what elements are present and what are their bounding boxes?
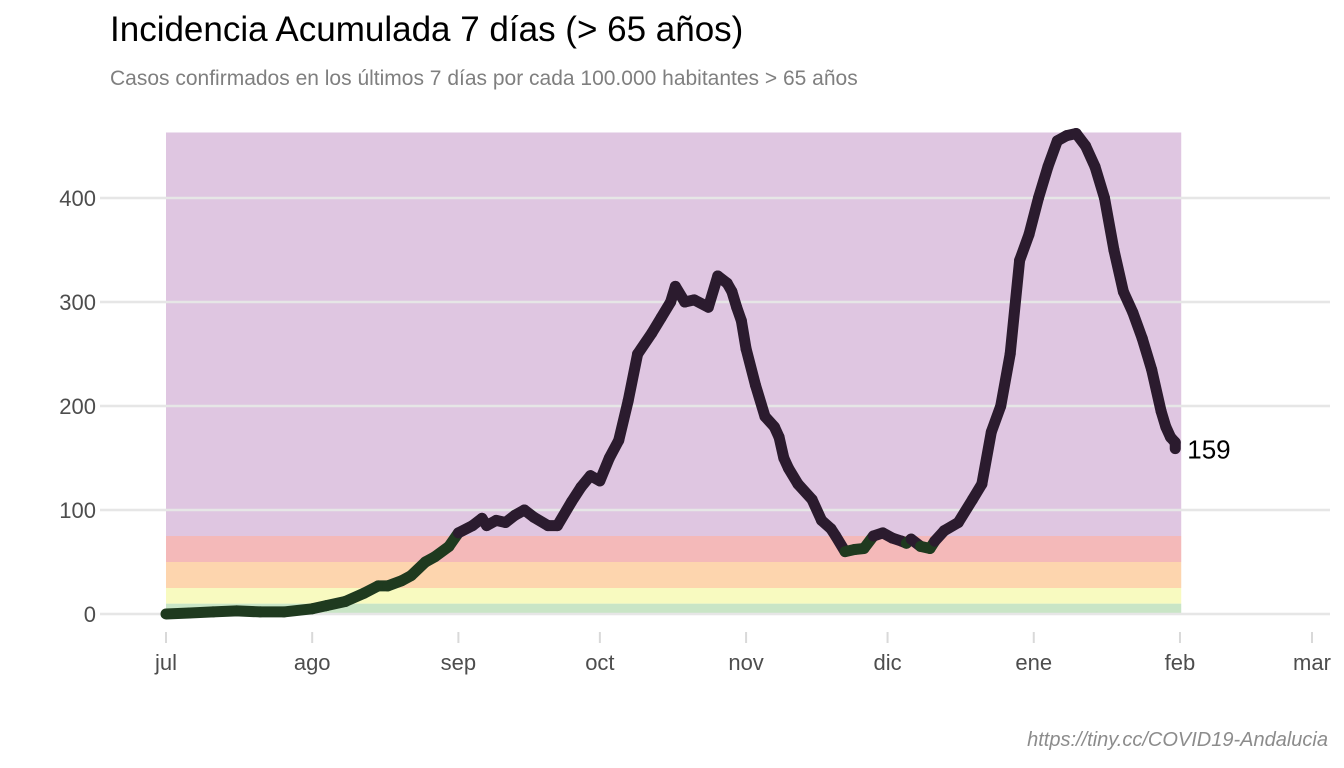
x-tick-label: sep: [441, 650, 476, 675]
series-segment: [976, 426, 997, 490]
x-tick-label: oct: [585, 650, 614, 675]
y-axis: 0 100 200 300 400: [59, 186, 96, 627]
series-segment: [1004, 254, 1026, 360]
y-tick-label: 0: [84, 602, 96, 627]
y-tick-label: 300: [59, 290, 96, 315]
x-tick-label: mar: [1293, 650, 1331, 675]
series-segment: [1108, 244, 1129, 298]
x-axis: jul ago sep oct nov dic ene feb mar: [154, 632, 1331, 675]
end-value-label: 159: [1187, 435, 1230, 465]
series-segment: [995, 348, 1016, 412]
series-segment: [740, 343, 762, 391]
y-tick-label: 100: [59, 498, 96, 523]
x-tick-label: ene: [1015, 650, 1052, 675]
series-segment: [1098, 192, 1120, 256]
series-segment: [613, 395, 634, 446]
y-tick-label: 400: [59, 186, 96, 211]
band-1: [166, 588, 1182, 604]
band-4: [166, 132, 1182, 537]
chart-title: Incidencia Acumulada 7 días (> 65 años): [110, 10, 744, 49]
x-tick-label: feb: [1165, 650, 1196, 675]
x-tick-label: ago: [294, 650, 331, 675]
y-tick-label: 200: [59, 394, 96, 419]
x-tick-label: dic: [873, 650, 901, 675]
source-caption: https://tiny.cc/COVID19-Andalucia: [1027, 729, 1328, 751]
series-segment: [1023, 192, 1044, 240]
band-0: [166, 603, 1182, 614]
band-2: [166, 562, 1182, 588]
series-segment: [622, 348, 644, 407]
threshold-bands: [166, 132, 1182, 614]
x-tick-label: nov: [728, 650, 763, 675]
chart-subtitle: Casos confirmados en los últimos 7 días …: [110, 67, 858, 90]
series-segment: [1146, 364, 1167, 417]
x-tick-label: jul: [154, 650, 177, 675]
band-3: [166, 536, 1182, 562]
series-line: [160, 128, 1181, 620]
